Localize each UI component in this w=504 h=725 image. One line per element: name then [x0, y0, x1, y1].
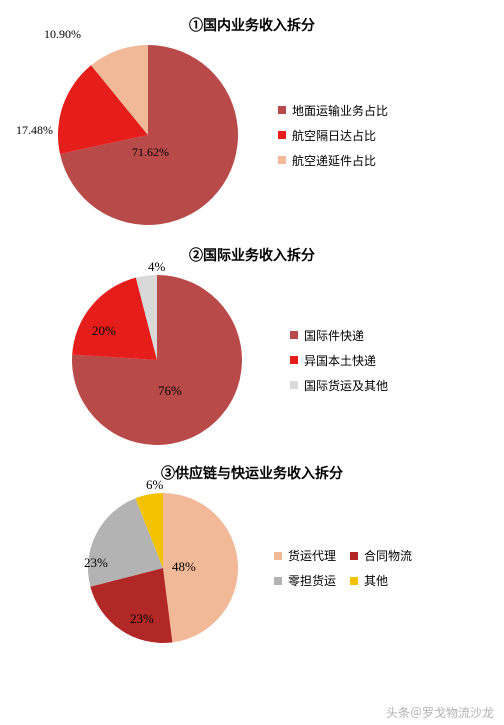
- legend-swatch: [350, 552, 358, 560]
- slice-value-label: 17.48%: [16, 123, 53, 138]
- legend-swatch: [290, 356, 298, 364]
- legend-swatch: [350, 577, 358, 585]
- slice-value-label: 48%: [172, 559, 196, 575]
- pie-chart: 71.62%17.48%10.90%: [58, 45, 238, 225]
- legend-item: 合同物流: [350, 547, 412, 564]
- legend: 货运代理 合同物流 零担货运 其他: [274, 547, 412, 589]
- legend-swatch: [274, 552, 282, 560]
- chart-title: ③供应链与快运业务收入拆分: [8, 463, 496, 483]
- slice-value-label: 71.62%: [132, 145, 169, 160]
- legend-swatch: [278, 106, 286, 114]
- chart-title: ②国际业务收入拆分: [8, 245, 496, 265]
- legend-swatch: [290, 331, 298, 339]
- legend-item: 零担货运: [274, 572, 336, 589]
- slice-value-label: 23%: [84, 555, 108, 571]
- chart-title: ①国内业务收入拆分: [8, 15, 496, 35]
- legend-label: 国际件快递: [304, 327, 364, 344]
- legend-swatch: [278, 131, 286, 139]
- legend-item: 国际货运及其他: [290, 377, 388, 394]
- legend-swatch: [274, 577, 282, 585]
- legend: 国际件快递 异国本土快递 国际货运及其他: [290, 327, 388, 394]
- legend-label: 合同物流: [364, 547, 412, 564]
- legend-item: 地面运输业务占比: [278, 102, 388, 119]
- legend-item: 国际件快递: [290, 327, 388, 344]
- slice-value-label: 10.90%: [44, 27, 81, 42]
- pie-chart: 76%20%4%: [72, 275, 242, 445]
- legend-swatch: [278, 156, 286, 164]
- legend-label: 异国本土快递: [304, 352, 376, 369]
- legend-label: 零担货运: [288, 572, 336, 589]
- legend-label: 地面运输业务占比: [292, 102, 388, 119]
- legend-label: 其他: [364, 572, 388, 589]
- chart3-block: ③供应链与快运业务收入拆分 48% 23% 23% 6% 货运代理 合同物流 零担货运…: [8, 463, 496, 673]
- watermark-text: 头条＠罗戈物流沙龙: [386, 704, 494, 721]
- slice-value-label: 76%: [158, 383, 182, 399]
- legend-item: 异国本土快递: [290, 352, 388, 369]
- chart1-block: ①国内业务收入拆分 71.62%17.48%10.90% 地面运输业务占比 航空…: [8, 15, 496, 245]
- legend-item: 航空隔日达占比: [278, 127, 388, 144]
- pie-chart: 48%23%23%6%: [88, 493, 238, 643]
- legend-item: 货运代理: [274, 547, 336, 564]
- legend-item: 其他: [350, 572, 412, 589]
- legend-label: 航空递延件占比: [292, 152, 376, 169]
- legend-label: 航空隔日达占比: [292, 127, 376, 144]
- legend-label: 国际货运及其他: [304, 377, 388, 394]
- legend-swatch: [290, 381, 298, 389]
- chart2-block: ②国际业务收入拆分 76% 20% 4% 国际件快递 异国本土快递 国际货运及其他: [8, 245, 496, 463]
- slice-value-label: 4%: [148, 259, 165, 275]
- slice-value-label: 6%: [146, 477, 163, 493]
- legend: 地面运输业务占比 航空隔日达占比 航空递延件占比: [278, 102, 388, 169]
- slice-value-label: 23%: [130, 611, 154, 627]
- slice-value-label: 20%: [92, 323, 116, 339]
- legend-label: 货运代理: [288, 547, 336, 564]
- legend-item: 航空递延件占比: [278, 152, 388, 169]
